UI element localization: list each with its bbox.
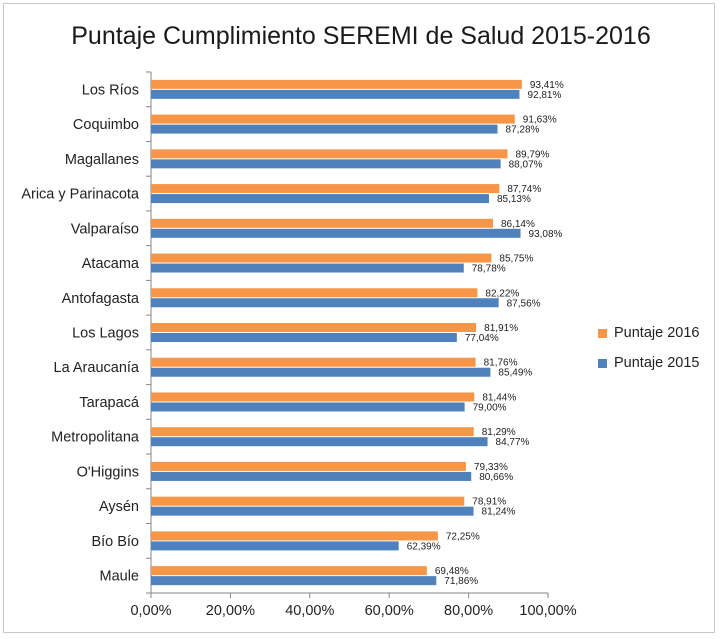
bar-2016 — [151, 184, 500, 194]
category-label: Metropolitana — [51, 430, 140, 446]
data-label-2016: 81,44% — [482, 392, 516, 403]
category-label: Antofagasta — [62, 291, 140, 307]
data-label-2016: 69,48% — [435, 566, 469, 577]
chart-title: Puntaje Cumplimiento SEREMI de Salud 201… — [71, 22, 651, 50]
legend-label-2016: Puntaje 2016 — [614, 325, 700, 341]
data-label-2015: 62,39% — [407, 541, 441, 552]
category-label: Los Ríos — [82, 82, 139, 98]
category-label: Magallanes — [65, 152, 139, 168]
bar-2016 — [151, 218, 493, 228]
data-label-2016: 79,33% — [474, 462, 508, 473]
category-label: Coquimbo — [73, 117, 139, 133]
bar-2015 — [151, 298, 499, 308]
category-label: Maule — [100, 569, 140, 585]
bar-2016 — [151, 288, 478, 298]
bar-2015 — [151, 471, 472, 481]
x-tick-label: 60,00% — [365, 603, 414, 619]
bar-2016 — [151, 149, 508, 159]
data-label-2016: 81,76% — [484, 358, 518, 369]
legend-label-2015: Puntaje 2015 — [614, 355, 700, 371]
x-tick-label: 0,00% — [130, 603, 171, 619]
category-label: O'Higgins — [77, 464, 139, 480]
data-label-2015: 87,56% — [507, 298, 541, 309]
category-label: Atacama — [82, 256, 140, 272]
data-label-2015: 71,86% — [444, 576, 478, 587]
bar-2016 — [151, 496, 465, 506]
bar-2015 — [151, 159, 501, 169]
category-label: Tarapacá — [79, 395, 140, 411]
data-label-2015: 85,49% — [498, 368, 532, 379]
data-label-2016: 91,63% — [523, 115, 557, 126]
bar-2015 — [151, 263, 464, 273]
bar-2016 — [151, 79, 522, 89]
bar-2015 — [151, 124, 498, 134]
category-label: Aysén — [99, 499, 139, 515]
data-label-2015: 80,66% — [479, 472, 513, 483]
category-label: Los Lagos — [72, 326, 139, 342]
data-label-2015: 81,24% — [482, 507, 516, 518]
data-label-2016: 81,91% — [484, 323, 518, 334]
category-label: Valparaíso — [71, 221, 139, 237]
bar-2016 — [151, 531, 438, 541]
category-label: Arica y Parinacota — [21, 187, 140, 203]
data-label-2015: 88,07% — [509, 159, 543, 170]
data-label-2016: 89,79% — [515, 149, 549, 160]
bar-2016 — [151, 114, 515, 124]
bar-2015 — [151, 402, 465, 412]
data-label-2015: 92,81% — [527, 90, 561, 101]
bar-2015 — [151, 506, 474, 516]
data-label-2015: 85,13% — [497, 194, 531, 205]
bar-2016 — [151, 253, 492, 263]
x-tick-label: 80,00% — [444, 603, 493, 619]
bar-2016 — [151, 461, 466, 471]
legend-swatch-2015 — [598, 358, 607, 368]
x-tick-label: 40,00% — [285, 603, 334, 619]
bar-2015 — [151, 194, 489, 204]
data-label-2016: 93,41% — [530, 80, 564, 91]
legend-swatch-2016 — [598, 328, 607, 338]
data-label-2015: 77,04% — [465, 333, 499, 344]
data-label-2015: 84,77% — [496, 437, 530, 448]
bar-2015 — [151, 228, 521, 238]
data-label-2016: 82,22% — [485, 288, 519, 299]
bar-2015 — [151, 367, 491, 377]
legend-item-2015: Puntaje 2015 — [598, 348, 699, 378]
legend-item-2016: Puntaje 2016 — [598, 318, 699, 348]
data-label-2015: 87,28% — [506, 125, 540, 136]
data-label-2015: 79,00% — [473, 402, 507, 413]
bar-2016 — [151, 566, 427, 576]
x-tick-label: 100,00% — [519, 603, 576, 619]
data-label-2015: 93,08% — [529, 229, 563, 240]
bar-2015 — [151, 576, 437, 586]
bar-2015 — [151, 541, 399, 551]
data-label-2016: 81,29% — [482, 427, 516, 438]
bar-2015 — [151, 89, 520, 99]
x-tick-label: 20,00% — [206, 603, 255, 619]
data-label-2016: 87,74% — [507, 184, 541, 195]
data-label-2016: 72,25% — [446, 531, 480, 542]
chart-legend: Puntaje 2016 Puntaje 2015 — [598, 318, 699, 378]
data-label-2016: 85,75% — [499, 254, 533, 265]
bar-2015 — [151, 333, 457, 342]
category-label: Bío Bío — [91, 534, 139, 550]
data-label-2015: 78,78% — [472, 264, 506, 275]
category-label: La Araucanía — [54, 360, 140, 376]
bar-2016 — [151, 392, 475, 402]
bar-2015 — [151, 437, 488, 447]
data-label-2016: 86,14% — [501, 219, 535, 230]
bar-2016 — [151, 357, 476, 367]
bar-2016 — [151, 323, 477, 332]
bar-2016 — [151, 427, 474, 437]
chart-frame — [3, 3, 715, 633]
data-label-2016: 78,91% — [472, 497, 506, 508]
